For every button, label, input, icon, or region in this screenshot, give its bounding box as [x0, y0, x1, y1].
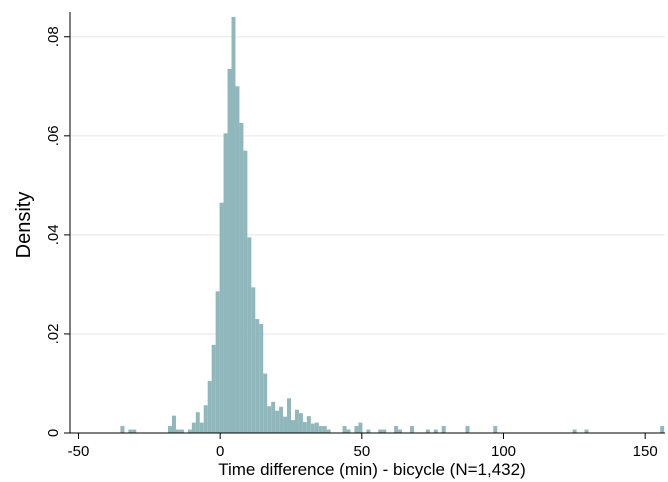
y-tick-label-3: .06 — [45, 125, 62, 146]
gridlines — [70, 36, 665, 335]
histogram-bar-47 — [366, 429, 371, 433]
histogram-bar-32 — [287, 398, 291, 433]
x-tick-label-1: 0 — [216, 443, 224, 460]
histogram-bar-12 — [207, 380, 212, 433]
histogram-bar-37 — [306, 416, 311, 433]
histogram-bar-9 — [195, 412, 200, 433]
histogram-bar-45 — [354, 426, 359, 433]
x-axis-ticks: -50 0 50 100 150 — [68, 433, 658, 460]
histogram-bar-18 — [231, 16, 236, 433]
histogram-bar-15 — [219, 202, 224, 433]
histogram-bar-50 — [394, 426, 399, 433]
x-tick-label-0: -50 — [68, 443, 90, 460]
histogram-bar-30 — [279, 406, 284, 433]
histogram-bar-31 — [283, 416, 288, 433]
histogram-bar-54 — [433, 429, 438, 433]
histogram-bar-19 — [235, 86, 240, 433]
histogram-bar-2 — [132, 429, 137, 433]
histogram-bar-41 — [322, 426, 327, 433]
histogram-bar-22 — [247, 237, 252, 433]
histogram-bar-28 — [271, 401, 276, 433]
histogram-bars — [120, 16, 665, 434]
histogram-bar-42 — [326, 429, 331, 433]
x-axis-title: Time difference (min) - bicycle (N=1,432… — [218, 460, 526, 479]
histogram-bar-35 — [298, 413, 303, 433]
histogram-bar-36 — [302, 422, 307, 433]
histogram-bar-14 — [215, 291, 220, 433]
histogram-bar-60 — [660, 426, 665, 433]
histogram-bar-0 — [120, 426, 125, 433]
histogram-bar-3 — [168, 426, 172, 433]
histogram-bar-57 — [493, 426, 498, 433]
histogram-bar-39 — [314, 422, 319, 433]
histogram-bar-27 — [267, 406, 272, 433]
y-tick-label-0: 0 — [45, 429, 62, 437]
histogram-bar-59 — [584, 429, 589, 433]
histogram-bar-34 — [294, 409, 299, 433]
histogram-bar-33 — [291, 420, 295, 433]
histogram-bar-26 — [263, 373, 268, 433]
histogram-bar-11 — [203, 405, 208, 433]
x-tick-label-2: 50 — [353, 443, 370, 460]
histogram-bar-4 — [172, 415, 176, 433]
histogram-bar-1 — [128, 429, 133, 433]
histogram-bar-5 — [175, 429, 180, 433]
histogram-bar-52 — [410, 426, 414, 433]
y-tick-label-4: .08 — [45, 26, 62, 47]
histogram-bar-49 — [382, 429, 387, 433]
histogram-bar-29 — [275, 410, 280, 433]
y-tick-label-2: .04 — [45, 224, 62, 245]
histogram-bar-25 — [259, 324, 264, 433]
histogram-bar-16 — [223, 133, 228, 434]
histogram-bar-13 — [211, 344, 216, 433]
histogram-bar-55 — [441, 426, 446, 433]
histogram-bar-58 — [572, 429, 577, 433]
histogram-bar-46 — [358, 422, 363, 433]
x-tick-label-4: 150 — [633, 443, 658, 460]
histogram-bar-6 — [179, 429, 184, 433]
histogram-bar-23 — [251, 287, 256, 433]
histogram-bar-38 — [310, 423, 315, 433]
histogram-bar-7 — [187, 429, 192, 433]
histogram-bar-48 — [378, 429, 383, 433]
y-axis-title: Density — [13, 192, 35, 259]
histogram-bar-43 — [342, 426, 347, 433]
x-tick-label-3: 100 — [491, 443, 516, 460]
histogram-bar-21 — [243, 150, 248, 433]
histogram-bar-20 — [239, 122, 244, 433]
histogram-bar-56 — [465, 426, 470, 433]
histogram-bar-40 — [318, 426, 323, 433]
histogram-bar-44 — [346, 429, 351, 433]
y-tick-label-1: .02 — [45, 324, 62, 345]
histogram-bar-53 — [425, 429, 430, 433]
histogram-bar-8 — [191, 422, 196, 433]
histogram-bar-51 — [398, 429, 403, 433]
y-axis-ticks: 0 .02 .04 .06 .08 — [45, 26, 70, 437]
histogram-bar-10 — [199, 422, 204, 433]
histogram-bar-17 — [227, 68, 232, 433]
histogram-bar-24 — [255, 319, 260, 433]
